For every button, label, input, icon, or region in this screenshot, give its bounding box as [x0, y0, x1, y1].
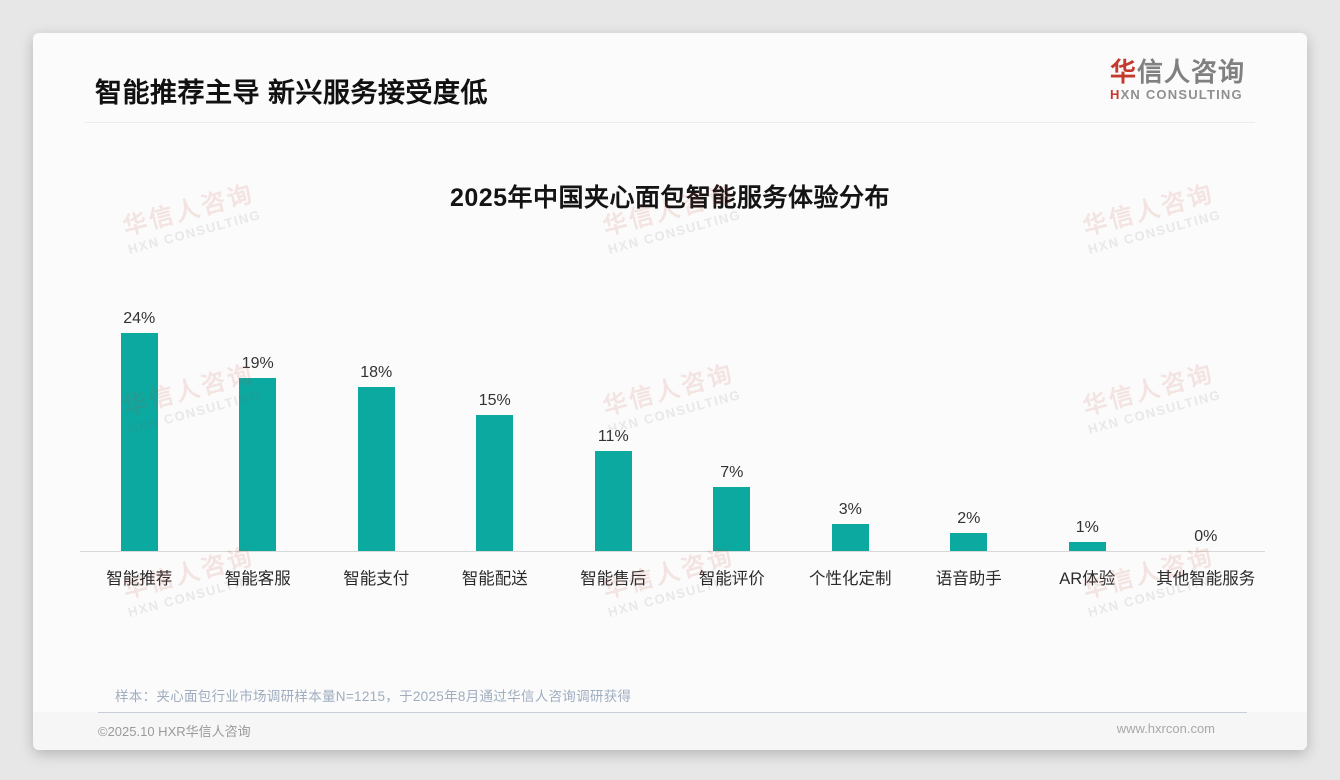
page-title: 智能推荐主导 新兴服务接受度低 — [95, 78, 489, 108]
chart-bar-group: 19% — [199, 300, 318, 551]
category-label: 智能客服 — [224, 570, 291, 588]
bar-value-label: 19% — [241, 355, 274, 373]
category-label: AR体验 — [1059, 570, 1116, 588]
chart-bar-group: 15% — [436, 300, 555, 551]
bar-value-label: 0% — [1194, 528, 1218, 545]
bar-value-label: 3% — [838, 500, 862, 518]
category-label: 智能支付 — [343, 570, 410, 588]
chart-bar-group: 18% — [317, 300, 436, 551]
bar-value-label: 24% — [123, 309, 156, 327]
category-label: 语音助手 — [935, 570, 1002, 588]
bar — [950, 532, 988, 551]
watermark-en-text: HXN CONSULTING — [1086, 206, 1223, 257]
header-divider — [85, 122, 1255, 123]
footer-website: www.hxrcon.com — [1116, 721, 1215, 736]
chart-bar-group: 1% — [1028, 300, 1147, 551]
category-label: 智能配送 — [461, 570, 528, 588]
bar-value-label: 11% — [597, 427, 629, 445]
brand-logo-en: HXN CONSULTING — [1110, 87, 1245, 102]
bar — [594, 450, 632, 551]
chart-bar-group: 2% — [910, 300, 1029, 551]
watermark-en-text: HXN CONSULTING — [606, 206, 743, 257]
footer-copyright: ©2025.10 HXR华信人咨询 — [98, 724, 251, 739]
category-label: 智能推荐 — [106, 570, 173, 588]
chart-plot: 24% 19% 18% 15% 11% 7% 3% 2% 1% 0% — [80, 300, 1265, 552]
watermark-en-text: HXN CONSULTING — [126, 206, 263, 257]
brand-logo-cn-accent: 华 — [1109, 57, 1137, 87]
category-label: 个性化定制 — [809, 570, 892, 588]
bar — [357, 387, 395, 551]
bar-value-label: 7% — [720, 464, 744, 482]
footer-divider — [98, 712, 1247, 713]
chart-bar-group: 11% — [554, 300, 673, 551]
bar — [239, 378, 277, 551]
brand-logo-cn: 华信人咨询 — [1109, 57, 1245, 87]
chart-category-labels: 智能推荐 智能客服 智能支付 智能配送 智能售后 智能评价 个性化定制 语音助手 AR体验 其他智… — [80, 565, 1265, 589]
brand-logo-en-accent: H — [1109, 87, 1121, 103]
chart-bar-group: 7% — [673, 300, 792, 551]
category-label: 智能售后 — [580, 570, 647, 588]
chart-bar-group: 0% — [1147, 300, 1266, 551]
footer: ©2025.10 HXR华信人咨询 www.hxrcon.com — [33, 712, 1307, 750]
chart-bar-group: 24% — [80, 300, 199, 551]
bar — [831, 523, 869, 551]
brand-logo-en-rest: XN CONSULTING — [1120, 87, 1243, 103]
brand-logo-cn-rest: 信人咨询 — [1136, 57, 1245, 87]
chart-bar-group: 3% — [791, 300, 910, 551]
bar — [1068, 541, 1106, 551]
bar-value-label: 18% — [360, 364, 393, 382]
report-card: 智能推荐主导 新兴服务接受度低 华信人咨询 HXN CONSULTING 202… — [33, 33, 1307, 750]
bar — [713, 487, 751, 551]
bar — [120, 332, 158, 551]
brand-logo: 华信人咨询 HXN CONSULTING — [1109, 57, 1245, 102]
sample-note: 样本：夹心面包行业市场调研样本量N=1215，于2025年8月通过华信人咨询调研… — [115, 689, 632, 704]
bar — [476, 414, 514, 551]
bar-value-label: 2% — [957, 509, 981, 527]
chart-title: 2025年中国夹心面包智能服务体验分布 — [449, 184, 891, 212]
category-label: 智能评价 — [698, 570, 765, 588]
bar-value-label: 15% — [478, 391, 511, 409]
category-label: 其他智能服务 — [1156, 570, 1256, 588]
bar-value-label: 1% — [1075, 518, 1099, 536]
